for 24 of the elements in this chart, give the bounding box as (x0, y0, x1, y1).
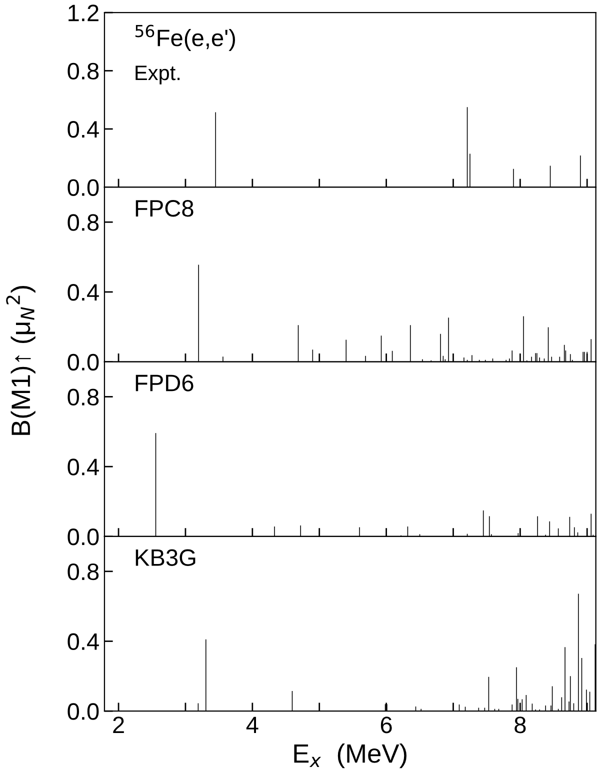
y-tick-label: 1.2 (68, 4, 98, 22)
y-tick-label: 0.0 (68, 179, 99, 196)
x-tick-label: 8 (514, 716, 526, 734)
y-tick-label: 0.4 (68, 284, 99, 301)
x-tick-label: 2 (113, 716, 124, 734)
y-tick-label: 0.0 (68, 703, 99, 720)
chart-title: KB3G (136, 549, 196, 566)
y-tick-label: 0.8 (68, 62, 99, 80)
chart-title: FPD6 (136, 374, 194, 392)
y-tick-label: 0.8 (68, 563, 99, 580)
y-tick-label: 0.4 (68, 121, 99, 138)
annotation: Expt. (136, 66, 180, 84)
y-tick-label: 0.0 (68, 354, 99, 371)
x-tick-label: 6 (380, 716, 392, 734)
y-tick-label: 0.4 (68, 633, 99, 650)
y-tick-label: 0.8 (68, 214, 99, 231)
chart-title: FPC8 (136, 200, 194, 217)
y-tick-label: 0.0 (68, 528, 99, 546)
x-axis-title: E$_{x}$ (MeV) (294, 744, 406, 768)
x-tick-label: 4 (246, 716, 258, 734)
text: $^{56}$Fe(e,e') (135, 24, 235, 51)
y-axis-title: B(M1)↑ (μ$_{N}$$^{2}$) (6, 286, 36, 435)
y-tick-label: 0.4 (68, 458, 99, 476)
y-tick-label: 0.8 (68, 388, 99, 406)
